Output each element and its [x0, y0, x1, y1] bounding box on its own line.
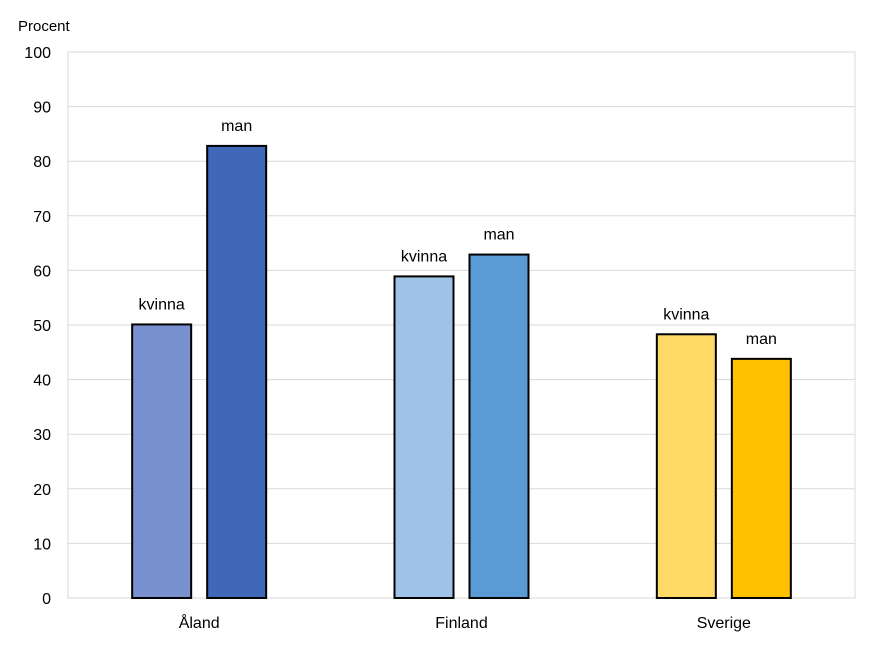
y-tick-label: 40	[33, 373, 51, 390]
bar-data-label: man	[746, 331, 777, 348]
bar-data-label: man	[483, 227, 514, 244]
bar-data-label: kvinna	[139, 296, 185, 313]
y-tick-label: 0	[42, 591, 51, 608]
bar-finland-man	[468, 253, 530, 599]
y-tick-label: 100	[24, 45, 51, 62]
y-tick-label: 60	[33, 263, 51, 280]
bar-data-label: man	[221, 118, 252, 135]
gridlines	[68, 106, 855, 544]
x-category-label: Finland	[435, 615, 487, 632]
bar-åland-kvinna	[131, 323, 193, 599]
y-tick-label: 10	[33, 536, 51, 553]
plot-area-frame	[67, 51, 856, 599]
bars: kvinna man kvinna man kvinna man	[131, 118, 792, 600]
y-tick-label: 30	[33, 427, 51, 444]
bar-åland-man	[206, 144, 268, 600]
bar-data-label: kvinna	[663, 306, 709, 323]
y-tick-label: 90	[33, 100, 51, 117]
x-category-label: Sverige	[697, 615, 751, 632]
bar-sverige-man	[730, 357, 792, 599]
bar-sverige-kvinna	[655, 333, 717, 599]
y-tick-label: 50	[33, 318, 51, 335]
y-tick-label: 70	[33, 209, 51, 226]
bar-finland-kvinna	[393, 275, 455, 599]
x-category-label: Åland	[179, 613, 220, 632]
y-axis-unit-label: Procent	[18, 18, 71, 35]
y-tick-label: 80	[33, 154, 51, 171]
x-axis-categories: Åland Finland Sverige	[179, 613, 751, 632]
bar-data-label: kvinna	[401, 248, 447, 265]
y-axis-ticks: 0 10 20 30 40 50 60 70 80 90 100	[24, 45, 51, 608]
y-tick-label: 20	[33, 482, 51, 499]
